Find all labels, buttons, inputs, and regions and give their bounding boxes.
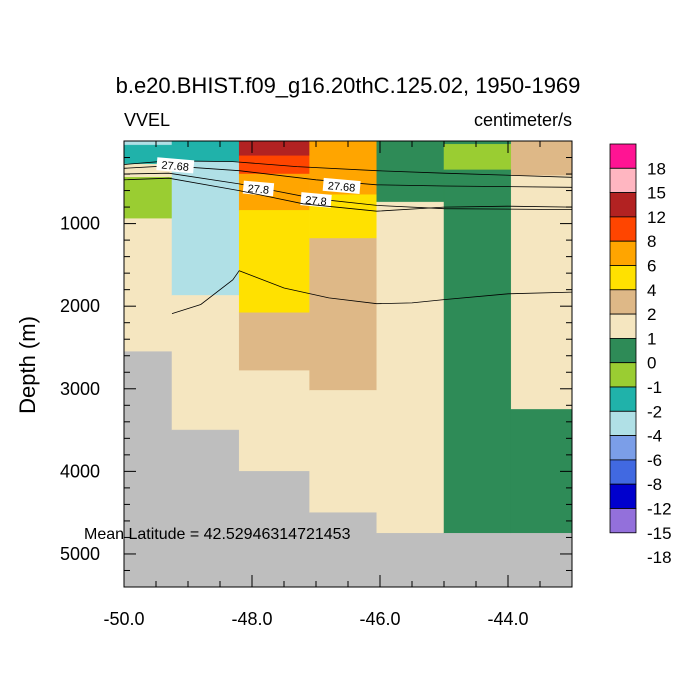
legend-label: 8 [647,232,656,251]
units-label: centimeter/s [474,110,572,130]
x-tick-label: -44.0 [487,609,528,629]
data-cell [123,218,173,352]
mean-latitude-annotation: Mean Latitude = 42.52946314721453 [84,526,351,543]
data-cell [238,370,310,472]
legend-label: 15 [647,184,666,203]
legend-swatch [609,167,637,194]
data-cell [238,210,310,314]
legend-swatch [609,459,637,485]
data-cell [238,312,310,371]
y-axis: 1000 2000 3000 4000 5000 [60,157,572,588]
data-cell [171,295,240,431]
legend-label: 6 [647,257,656,276]
y-tick-label: 1000 [60,214,100,234]
data-cell [443,533,512,588]
y-tick-label: 5000 [60,544,100,564]
legend-label: 4 [647,281,656,300]
legend-swatch [609,289,637,315]
variable-label: VVEL [124,110,170,130]
legend-label: -12 [647,500,672,519]
data-cell [510,533,573,588]
legend-label: 1 [647,329,656,348]
legend-label: 12 [647,208,666,227]
data-cell [171,161,240,296]
legend-label: -2 [647,402,662,421]
legend-label: -4 [647,427,662,446]
legend-swatch [609,265,637,291]
color-legend: 18 15 12 8 6 4 2 1 0 -1 -2 -4 -6 -8 -12 -15 -18 [609,143,672,567]
legend-label: -15 [647,524,672,543]
contour-label-text: 27.68 [327,180,355,194]
x-tick-label: -48.0 [231,609,272,629]
contour-label-bg [156,157,195,174]
data-cell [376,533,445,588]
data-cell [123,177,173,219]
data-cell [238,140,310,157]
data-cell [443,144,512,171]
contour-label: 27.8 [300,192,332,209]
contour-line-deep [171,270,573,314]
legend-label: 18 [647,159,666,178]
data-cell [123,351,173,588]
x-axis: -50.0 -48.0 -46.0 -44.0 [103,141,573,629]
contour-label-text: 27.8 [305,195,327,209]
legend-swatch [609,386,637,412]
legend-swatch [609,362,637,388]
x-tick-label: -50.0 [103,609,144,629]
y-tick-label: 2000 [60,296,100,316]
contour-label: 27.68 [156,157,195,174]
data-cell [309,512,378,588]
y-tick-label: 4000 [60,461,100,481]
x-tick-label: -46.0 [359,609,400,629]
legend-label: -18 [647,548,672,567]
y-axis-label: Depth (m) [15,316,40,414]
contour-label: 27.68 [322,177,361,195]
data-cell [171,140,240,162]
legend-swatch [609,435,637,461]
chart-title: b.e20.BHIST.f09_g16.20thC.125.02, 1950-1… [116,73,581,98]
legend-swatch [609,240,637,266]
legend-swatch [609,337,637,364]
contour-label-bg [300,192,332,208]
legend-swatch [609,410,637,436]
data-cell [309,238,378,391]
contour-label-text: 27.68 [161,160,189,174]
legend-label: 2 [647,305,656,324]
contour-label-bg [322,177,361,195]
legend-label: -8 [647,475,662,494]
contour-line-27-8-lower [123,177,573,212]
legend-label: -6 [647,451,662,470]
legend-swatch [609,508,637,534]
legend-swatch [609,483,637,509]
data-cell [171,429,240,588]
legend-swatch [609,192,637,218]
data-cell [123,140,173,146]
data-cell [443,169,512,534]
contour-label-bg [242,180,275,197]
legend-swatch [609,143,637,169]
data-cell [510,140,573,176]
legend-label: 0 [647,354,656,373]
legend-swatch [609,313,637,339]
legend-swatch [609,216,637,242]
plot-area [123,140,573,588]
legend-label: -1 [647,378,662,397]
y-tick-label: 3000 [60,379,100,399]
data-cell [309,390,378,513]
data-cell [238,471,310,588]
data-cell [376,201,445,534]
